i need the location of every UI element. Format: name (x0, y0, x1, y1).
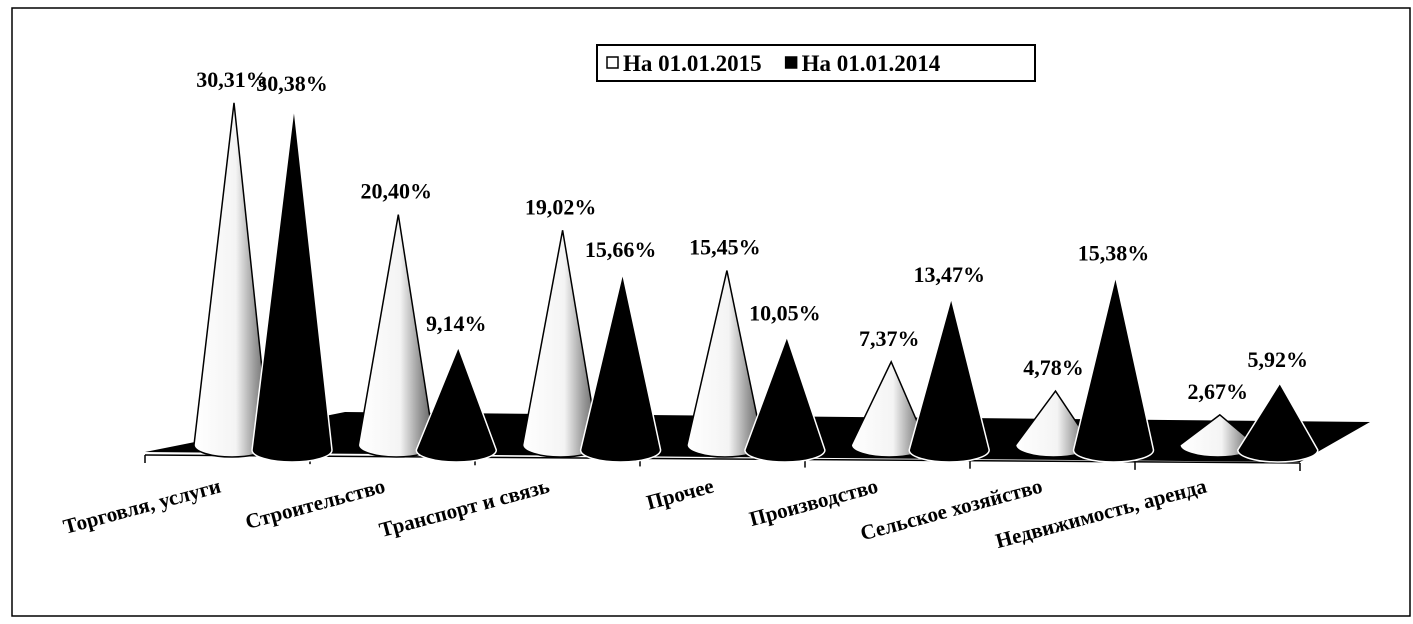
value-label: 5,92% (1248, 347, 1309, 372)
cone (251, 106, 333, 463)
value-label: 9,14% (426, 311, 487, 336)
cone (686, 270, 764, 458)
legend-box (596, 44, 1036, 82)
cone (744, 334, 826, 463)
x-tick-label: Торговля, услуги (61, 474, 224, 539)
value-label: 30,38% (256, 71, 328, 96)
legend-label: На 01.01.2014 (802, 51, 941, 76)
frame (11, 7, 1411, 617)
value-label: 20,40% (361, 179, 433, 204)
value-label: 2,67% (1188, 379, 1249, 404)
cone (1237, 381, 1319, 463)
value-label: 15,45% (689, 235, 761, 260)
value-label: 4,78% (1023, 355, 1084, 380)
x-tick-label: Транспорт и связь (377, 474, 552, 542)
value-label: 7,37% (859, 326, 920, 351)
value-label: 15,38% (1078, 240, 1150, 265)
value-label: 30,31% (196, 67, 268, 92)
cone (415, 344, 498, 463)
value-label: 19,02% (525, 194, 597, 219)
value-label: 10,05% (749, 301, 821, 326)
x-tick-label: Строительство (243, 474, 388, 534)
value-label: 15,66% (585, 237, 657, 262)
cone (1072, 276, 1155, 463)
legend-label: На 01.01.2015 (623, 51, 762, 76)
value-label: 13,47% (913, 262, 985, 287)
legend-swatch (784, 56, 798, 69)
cone (908, 294, 990, 463)
cone (579, 273, 662, 463)
legend-swatch (606, 56, 619, 69)
x-tick-label: Прочее (644, 474, 716, 515)
legend: На 01.01.2015 На 01.01.2014 (596, 44, 1036, 82)
cone (357, 214, 436, 458)
